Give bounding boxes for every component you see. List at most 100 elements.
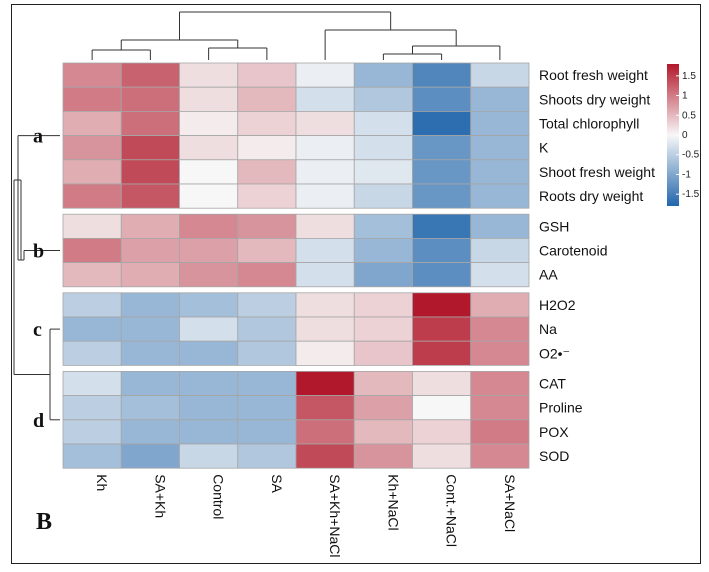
heatmap-cell: [295, 316, 355, 342]
heatmap-cell: [62, 395, 122, 421]
heatmap-cell: [237, 111, 297, 137]
row-label: H2O2: [539, 297, 576, 313]
row-group-labels: a b c d: [33, 126, 44, 432]
heatmap-cell: [295, 62, 355, 88]
heatmap-cell: [353, 419, 413, 445]
heatmap-cell: [295, 340, 355, 366]
heatmap-cell: [412, 135, 472, 161]
heatmap-cell: [62, 443, 122, 469]
heatmap-cell: [470, 159, 530, 185]
heatmap-cell: [179, 443, 239, 469]
column-label: SA+Kh+NaCl: [327, 474, 343, 557]
heatmap-cell: [237, 395, 297, 421]
heatmap-cell: [237, 135, 297, 161]
heatmap-cell: [353, 292, 413, 318]
heatmap-cell: [470, 135, 530, 161]
row-label: Total chlorophyll: [539, 116, 639, 132]
heatmap-cell: [120, 395, 180, 421]
heatmap-cell: [353, 262, 413, 288]
row-label: CAT: [539, 376, 566, 392]
heatmap-cell: [237, 62, 297, 88]
heatmap-cell: [470, 183, 530, 209]
heatmap-cell: [470, 340, 530, 366]
row-label: Roots dry weight: [539, 188, 643, 204]
heatmap-cell: [470, 237, 530, 263]
heatmap-cell: [295, 395, 355, 421]
heatmap-cell: [179, 262, 239, 288]
row-label: K: [539, 140, 549, 156]
heatmap-cell: [237, 86, 297, 112]
heatmap-cell: [412, 262, 472, 288]
row-label: POX: [539, 424, 569, 440]
heatmap-cell: [353, 111, 413, 137]
row-group-label: b: [33, 241, 44, 263]
heatmap-cell: [120, 62, 180, 88]
heatmap-cell: [237, 443, 297, 469]
heatmap-cell: [295, 443, 355, 469]
column-label: SA+Kh: [152, 474, 168, 518]
heatmap-cell: [179, 183, 239, 209]
heatmap-cell: [412, 395, 472, 421]
heatmap-cell: [120, 316, 180, 342]
heatmap-cell: [412, 237, 472, 263]
heatmap-cell: [470, 292, 530, 318]
heatmap-cell: [412, 86, 472, 112]
heatmap-cell: [120, 292, 180, 318]
heatmap-cell: [237, 159, 297, 185]
heatmap-cell: [470, 262, 530, 288]
heatmap-cell: [237, 419, 297, 445]
column-label: Control: [211, 474, 227, 519]
heatmap-cell: [353, 316, 413, 342]
row-group-label: c: [33, 319, 42, 341]
legend-tick-label: 0: [682, 130, 688, 141]
heatmap-cell: [353, 62, 413, 88]
heatmap-cell: [412, 370, 472, 396]
heatmap-cell: [295, 262, 355, 288]
legend-tick-label: -1: [682, 169, 691, 180]
heatmap-cell: [237, 292, 297, 318]
heatmap-cell: [62, 183, 122, 209]
column-label: Kh+NaCl: [385, 474, 401, 530]
heatmap-cell: [295, 237, 355, 263]
heatmap-cell: [237, 316, 297, 342]
heatmap-cell: [120, 183, 180, 209]
heatmap-cell: [237, 370, 297, 396]
heatmap-cell: [353, 395, 413, 421]
heatmap-cell: [120, 443, 180, 469]
heatmap-cell: [179, 111, 239, 137]
figure-frame: [11, 4, 701, 564]
legend-tick-label: -0.5: [682, 150, 700, 161]
heatmap-cell: [62, 111, 122, 137]
row-label: Carotenoid: [539, 243, 608, 259]
heatmap-cell: [412, 111, 472, 137]
heatmap-cell: [62, 62, 122, 88]
heatmap-cell: [470, 111, 530, 137]
heatmap-cell: [295, 86, 355, 112]
heatmap-cell: [62, 419, 122, 445]
heatmap-cell: [412, 159, 472, 185]
row-label: Proline: [539, 400, 583, 416]
column-label: SA: [269, 474, 285, 493]
heatmap-cell: [470, 62, 530, 88]
heatmap-cell: [412, 316, 472, 342]
legend-color-bar: [667, 64, 679, 206]
legend-tick-label: 0.5: [682, 110, 696, 121]
heatmap-cell: [62, 159, 122, 185]
heatmap-cell: [62, 316, 122, 342]
heatmap-cell: [470, 316, 530, 342]
heatmap-cell: [237, 183, 297, 209]
heatmap-cell: [179, 159, 239, 185]
heatmap-cell: [179, 316, 239, 342]
heatmap-cell: [120, 159, 180, 185]
heatmap-cell: [62, 135, 122, 161]
heatmap-cell: [353, 86, 413, 112]
color-legend: 1.5 1 0.5 0 -0.5 -1 -1.5: [667, 64, 700, 206]
heatmap-cell: [412, 443, 472, 469]
heatmap-cell: [237, 237, 297, 263]
row-labels: Root fresh weight Shoots dry weight Total …: [539, 67, 655, 464]
row-label: GSH: [539, 218, 569, 234]
heatmap-cell: [62, 340, 122, 366]
heatmap-cell: [412, 213, 472, 239]
heatmap-cell: [353, 213, 413, 239]
heatmap-cell: [353, 370, 413, 396]
